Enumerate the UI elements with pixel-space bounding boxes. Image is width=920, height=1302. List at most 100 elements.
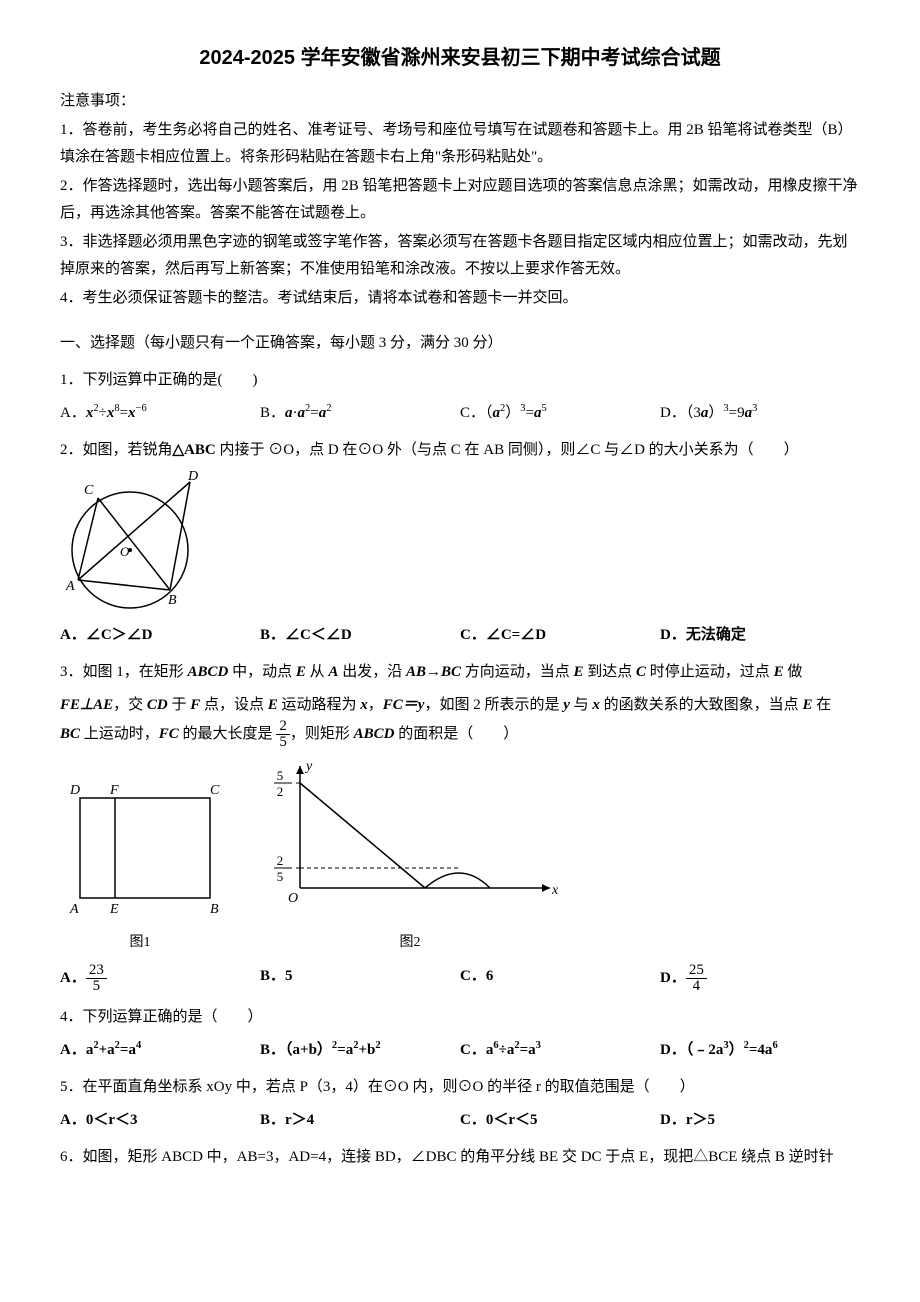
question-3-line2: FE⊥AE，交 CD 于 F 点，设点 E 运动路程为 x，FC＝y，如图 2 … <box>60 692 860 719</box>
option-b: B．a·a2=a2 <box>260 400 460 427</box>
question-4: 4．下列运算正确的是（ ） <box>60 1004 860 1031</box>
den: 5 <box>86 979 107 994</box>
graph-diagram-icon: 5225Oxy <box>260 758 560 928</box>
question-3-options: A．235 B．5 C．6 D．254 <box>60 963 860 994</box>
t: 的最大长度是 <box>179 726 277 742</box>
option-c: C．6 <box>460 963 660 994</box>
num: 2 <box>276 719 290 735</box>
den: 5 <box>276 735 290 750</box>
svg-text:5: 5 <box>277 768 284 783</box>
svg-text:D: D <box>69 783 80 798</box>
t: y <box>563 697 570 713</box>
option-d: D．254 <box>660 963 860 994</box>
svg-text:5: 5 <box>277 869 284 884</box>
t: 从 <box>306 664 329 680</box>
question-2: 2．如图，若锐角△ABC 内接于 ⊙O，点 D 在⊙O 外（与点 C 在 AB … <box>60 437 860 464</box>
t: E <box>574 664 584 680</box>
question-3: 3．如图 1，在矩形 ABCD 中，动点 E 从 A 出发，沿 AB→BC 方向… <box>60 659 860 686</box>
option-c: C．（a2）3=a5 <box>460 400 660 427</box>
page-title: 2024-2025 学年安徽省滁州来安县初三下期中考试综合试题 <box>60 40 860 76</box>
notice-item: 3．非选择题必须用黑色字迹的钢笔或签字笔作答，答案必须写在答题卡各题目指定区域内… <box>60 229 860 283</box>
num: 25 <box>686 963 707 979</box>
opt-label: B． <box>260 405 285 421</box>
t: FE⊥AE <box>60 697 113 713</box>
t: x <box>360 697 368 713</box>
option-a: A．a2+a2=a4 <box>60 1037 260 1064</box>
t: 出发，沿 <box>338 664 406 680</box>
opt-label: B． <box>260 1042 285 1058</box>
section-header: 一、选择题（每小题只有一个正确答案，每小题 3 分，满分 30 分） <box>60 330 860 357</box>
svg-text:B: B <box>210 902 219 917</box>
den: 4 <box>686 979 707 994</box>
opt-label: D． <box>660 1042 686 1058</box>
question-2-options: A．∠C＞∠D B．∠C＜∠D C．∠C=∠D D．无法确定 <box>60 622 860 649</box>
t: BC <box>60 726 80 742</box>
option-d: D．无法确定 <box>660 622 860 649</box>
notice-item: 4．考生必须保证答题卡的整洁。考试结束后，请将本试卷和答题卡一并交回。 <box>60 285 860 312</box>
t: 的函数关系的大致图象，当点 <box>600 697 803 713</box>
svg-text:B: B <box>168 593 177 608</box>
notice-item: 1．答卷前，考生务必将自己的姓名、准考证号、考场号和座位号填写在试题卷和答题卡上… <box>60 117 860 171</box>
t: ，交 <box>113 697 147 713</box>
circle-diagram-icon: ABCDO <box>60 470 205 618</box>
option-c: C．∠C=∠D <box>460 622 660 649</box>
opt-label: A． <box>60 405 86 421</box>
t: 中，动点 <box>228 664 296 680</box>
t: 的面积是（ ） <box>394 726 518 742</box>
t: ，则矩形 <box>290 726 354 742</box>
num: 23 <box>86 963 107 979</box>
notice-header: 注意事项： <box>60 88 860 115</box>
option-b: B．5 <box>260 963 460 994</box>
t: 到达点 <box>584 664 637 680</box>
svg-text:2: 2 <box>277 784 284 799</box>
svg-text:2: 2 <box>277 853 284 868</box>
t: 3．如图 1，在矩形 <box>60 664 188 680</box>
svg-text:E: E <box>109 902 119 917</box>
opt-label: C． <box>460 1042 486 1058</box>
fraction: 235 <box>86 963 107 994</box>
option-a: A．0＜r＜3 <box>60 1107 260 1134</box>
question-5: 5．在平面直角坐标系 xOy 中，若点 P（3，4）在⊙O 内，则⊙O 的半径 … <box>60 1074 860 1101</box>
t: C <box>636 664 646 680</box>
q3-fig1-wrap: ABCDEF 图1 <box>60 778 220 955</box>
rectangle-diagram-icon: ABCDEF <box>60 778 220 928</box>
option-a: A．235 <box>60 963 260 994</box>
t: 于 <box>168 697 191 713</box>
svg-text:C: C <box>210 783 220 798</box>
t: 方向运动，当点 <box>461 664 574 680</box>
question-6: 6．如图，矩形 ABCD 中，AB=3，AD=4，连接 BD，∠DBC 的角平分… <box>60 1144 860 1171</box>
t: 做 <box>784 664 803 680</box>
t: ABCD <box>188 664 229 680</box>
t: 运动路程为 <box>278 697 361 713</box>
notice-item: 2．作答选择题时，选出每小题答案后，用 2B 铅笔把答题卡上对应题目选项的答案信… <box>60 173 860 227</box>
option-a: A．∠C＞∠D <box>60 622 260 649</box>
opt-label: D． <box>660 405 686 421</box>
q2-text-a: 2．如图，若锐角 <box>60 442 173 458</box>
option-d: D．（﹣2a3）2=4a6 <box>660 1037 860 1064</box>
t: E <box>802 697 812 713</box>
svg-text:O: O <box>120 544 130 559</box>
option-c: C．0＜r＜5 <box>460 1107 660 1134</box>
t: A <box>328 664 338 680</box>
question-4-options: A．a2+a2=a4 B．（a+b）2=a2+b2 C．a6÷a2=a3 D．（… <box>60 1037 860 1064</box>
option-b: B．（a+b）2=a2+b2 <box>260 1037 460 1064</box>
t: AB→BC <box>406 664 461 680</box>
q3-figures: ABCDEF 图1 5225Oxy 图2 <box>60 758 860 955</box>
t: FC <box>159 726 179 742</box>
svg-text:O: O <box>288 891 298 906</box>
q3-fig2-wrap: 5225Oxy 图2 <box>260 758 560 955</box>
svg-text:C: C <box>84 483 94 498</box>
svg-text:x: x <box>551 883 559 898</box>
t: 在 <box>812 697 831 713</box>
opt-label: C． <box>460 405 485 421</box>
t: E <box>774 664 784 680</box>
svg-text:y: y <box>304 759 313 774</box>
question-5-options: A．0＜r＜3 B．r＞4 C．0＜r＜5 D．r＞5 <box>60 1107 860 1134</box>
t: ， <box>368 697 383 713</box>
t: FC＝y <box>383 697 425 713</box>
option-a: A．x2÷x8=x−6 <box>60 400 260 427</box>
option-b: B．r＞4 <box>260 1107 460 1134</box>
fig1-label: 图1 <box>60 930 220 955</box>
option-d: D．（3a）3=9a3 <box>660 400 860 427</box>
t: x <box>592 697 600 713</box>
